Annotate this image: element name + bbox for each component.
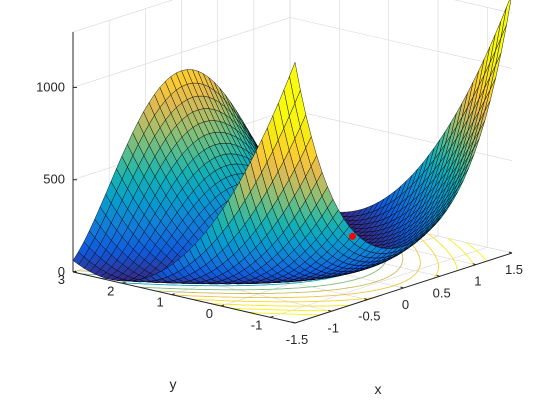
- wall-gridline-horizontal: [72, 17, 291, 88]
- x-tick-label: 0: [402, 297, 409, 312]
- z-tick-label: 500: [43, 172, 65, 187]
- x-tick-mark: [436, 274, 440, 277]
- y-tick-label: 2: [107, 283, 114, 298]
- y-tick-label: -1: [251, 317, 263, 332]
- minimum-marker: [349, 232, 356, 240]
- x-tick-mark: [508, 251, 513, 254]
- surface-patch: [500, 0, 512, 38]
- x-tick-mark: [291, 321, 296, 324]
- x-tick-label: -0.5: [358, 309, 380, 324]
- y-tick-mark: [122, 281, 126, 284]
- x-tick-mark: [472, 263, 476, 266]
- x-tick-mark: [364, 298, 368, 301]
- x-tick-label: 0.5: [433, 285, 451, 300]
- y-tick-label: 1: [156, 295, 163, 310]
- wall-gridline-horizontal: [289, 17, 513, 69]
- x-tick-label: 1.5: [505, 262, 523, 277]
- y-tick-mark: [171, 293, 175, 296]
- y-tick-mark: [220, 304, 225, 307]
- y-tick-label: 3: [58, 272, 65, 287]
- y-tick-label: 0: [206, 306, 213, 321]
- x-tick-label: -1.5: [286, 332, 308, 347]
- x-tick-mark: [328, 309, 332, 312]
- y-tick-mark: [270, 315, 274, 318]
- x-tick-mark: [400, 286, 404, 289]
- y-axis-label: y: [170, 376, 177, 392]
- x-axis-label: x: [375, 381, 382, 397]
- z-tick-label: 0: [58, 264, 65, 279]
- x-tick-label: -1: [327, 320, 339, 335]
- surface-mesh: [72, 0, 512, 285]
- z-tick-label: 1000: [36, 79, 65, 94]
- box-edge: [453, 0, 513, 14]
- box-edge: [72, 0, 174, 33]
- x-tick-label: 1: [474, 274, 481, 289]
- minimum-marker-layer: [349, 232, 356, 240]
- surface-patch: [289, 61, 301, 105]
- y-axis-line: [72, 271, 296, 324]
